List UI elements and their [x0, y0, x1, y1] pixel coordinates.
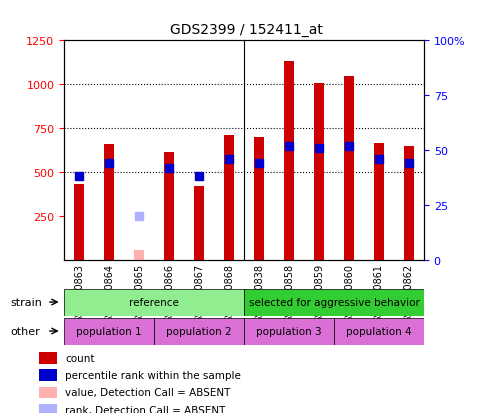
Bar — [164, 152, 175, 260]
Bar — [374, 144, 384, 260]
Bar — [314, 84, 324, 260]
Bar — [244, 318, 334, 345]
Bar — [64, 318, 154, 345]
Bar — [39, 404, 57, 413]
Point — [195, 174, 203, 180]
Bar — [39, 387, 57, 399]
Bar — [244, 289, 424, 316]
Text: GDS2399 / 152411_at: GDS2399 / 152411_at — [170, 23, 323, 37]
Text: population 2: population 2 — [166, 326, 232, 337]
Text: population 1: population 1 — [76, 326, 142, 337]
Point — [405, 161, 413, 167]
Text: percentile rank within the sample: percentile rank within the sample — [66, 370, 242, 380]
Bar — [344, 76, 354, 260]
Text: value, Detection Call = ABSENT: value, Detection Call = ABSENT — [66, 387, 231, 397]
Bar — [39, 352, 57, 364]
Text: rank, Detection Call = ABSENT: rank, Detection Call = ABSENT — [66, 405, 226, 413]
Bar — [254, 138, 264, 260]
Text: population 3: population 3 — [256, 326, 322, 337]
Bar — [224, 136, 234, 260]
Point — [225, 156, 233, 163]
Bar — [64, 289, 244, 316]
Bar — [334, 318, 424, 345]
Point — [345, 143, 353, 150]
Text: count: count — [66, 353, 95, 363]
Point — [255, 161, 263, 167]
Point — [105, 161, 113, 167]
Point — [315, 145, 323, 152]
Text: population 4: population 4 — [346, 326, 412, 337]
Point — [285, 143, 293, 150]
Text: other: other — [11, 326, 40, 336]
Point — [165, 165, 173, 171]
Bar — [134, 251, 144, 260]
Point — [75, 174, 83, 180]
Bar — [74, 185, 84, 260]
Point — [135, 213, 143, 220]
Text: selected for aggressive behavior: selected for aggressive behavior — [248, 297, 420, 308]
Bar — [284, 62, 294, 260]
Point — [375, 156, 383, 163]
Bar — [194, 187, 204, 260]
Bar — [39, 369, 57, 381]
Text: strain: strain — [11, 297, 43, 307]
Text: reference: reference — [129, 297, 179, 308]
Bar — [154, 318, 244, 345]
Bar — [404, 146, 414, 260]
Bar — [104, 145, 114, 260]
